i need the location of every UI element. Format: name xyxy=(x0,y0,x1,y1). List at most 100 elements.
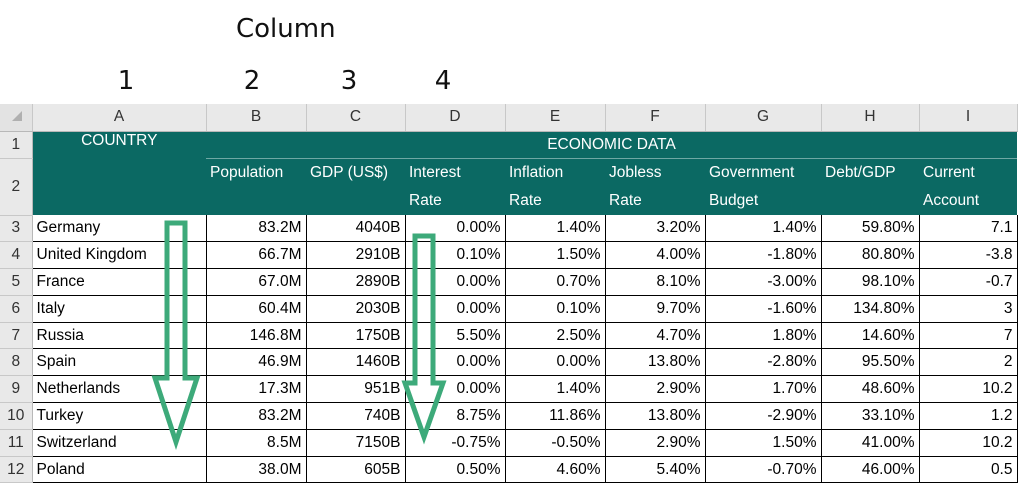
data-cell[interactable]: 2030B xyxy=(306,295,406,323)
data-cell[interactable]: 5.40% xyxy=(605,456,706,484)
data-cell[interactable]: 1.50% xyxy=(705,429,822,457)
data-cell[interactable]: 1.80% xyxy=(705,322,822,350)
data-cell[interactable]: 7 xyxy=(919,322,1018,350)
data-cell[interactable]: 2.90% xyxy=(605,375,706,404)
row-header[interactable]: 12 xyxy=(0,456,33,484)
subheader-current-account[interactable]: Current Account xyxy=(919,158,1017,215)
data-cell[interactable]: 0.00% xyxy=(405,215,506,243)
subheader-debt-gdp[interactable]: Debt/GDP xyxy=(821,158,919,215)
country-cell[interactable]: Spain xyxy=(32,348,207,377)
row-header[interactable]: 6 xyxy=(0,295,33,323)
data-cell[interactable]: 38.0M xyxy=(206,456,307,484)
data-cell[interactable]: -2.90% xyxy=(705,402,822,430)
data-cell[interactable]: -0.75% xyxy=(405,429,506,457)
subheader-inflation-rate[interactable]: Inflation Rate xyxy=(505,158,605,215)
data-cell[interactable]: 740B xyxy=(306,402,406,430)
country-cell[interactable]: Russia xyxy=(32,322,207,350)
data-cell[interactable]: 0.00% xyxy=(505,348,606,377)
row-header-2[interactable]: 2 xyxy=(0,158,33,216)
data-cell[interactable]: 13.80% xyxy=(605,402,706,430)
data-cell[interactable]: 4040B xyxy=(306,215,406,243)
data-cell[interactable]: 11.86% xyxy=(505,402,606,430)
data-cell[interactable]: 4.60% xyxy=(505,456,606,484)
data-cell[interactable]: -0.70% xyxy=(705,456,822,484)
row-header[interactable]: 4 xyxy=(0,241,33,270)
country-cell[interactable]: United Kingdom xyxy=(32,241,207,270)
country-cell[interactable]: Netherlands xyxy=(32,375,207,404)
data-cell[interactable]: 10.2 xyxy=(919,375,1018,404)
data-cell[interactable]: 4.70% xyxy=(605,322,706,350)
subheader-gdp[interactable]: GDP (US$) xyxy=(306,158,405,215)
data-cell[interactable]: 0.00% xyxy=(405,375,506,404)
data-cell[interactable]: 2890B xyxy=(306,268,406,296)
data-cell[interactable]: 605B xyxy=(306,456,406,484)
data-cell[interactable]: 46.9M xyxy=(206,348,307,377)
subheader-jobless-rate[interactable]: Jobless Rate xyxy=(605,158,705,215)
data-cell[interactable]: 0.50% xyxy=(405,456,506,484)
data-cell[interactable]: 2.50% xyxy=(505,322,606,350)
data-cell[interactable]: 7.1 xyxy=(919,215,1018,243)
data-cell[interactable]: 13.80% xyxy=(605,348,706,377)
data-cell[interactable]: 0.10% xyxy=(405,241,506,270)
country-cell[interactable]: Switzerland xyxy=(32,429,207,457)
data-cell[interactable]: 98.10% xyxy=(821,268,920,296)
row-header[interactable]: 7 xyxy=(0,322,33,350)
data-cell[interactable]: -1.80% xyxy=(705,241,822,270)
country-cell[interactable]: France xyxy=(32,268,207,296)
data-cell[interactable]: 1.40% xyxy=(705,215,822,243)
data-cell[interactable]: 1.40% xyxy=(505,375,606,404)
data-cell[interactable]: 2910B xyxy=(306,241,406,270)
data-cell[interactable]: 59.80% xyxy=(821,215,920,243)
country-cell[interactable]: Turkey xyxy=(32,402,207,430)
column-header-e[interactable]: E xyxy=(505,104,606,132)
column-header-d[interactable]: D xyxy=(405,104,506,132)
row-header[interactable]: 3 xyxy=(0,215,33,243)
column-header-g[interactable]: G xyxy=(705,104,822,132)
data-cell[interactable]: 1.50% xyxy=(505,241,606,270)
data-cell[interactable]: 67.0M xyxy=(206,268,307,296)
data-cell[interactable]: 83.2M xyxy=(206,402,307,430)
data-cell[interactable]: 46.00% xyxy=(821,456,920,484)
country-cell[interactable]: Poland xyxy=(32,456,207,484)
subheader-population[interactable]: Population xyxy=(206,158,306,215)
data-cell[interactable]: 83.2M xyxy=(206,215,307,243)
country-header-cell[interactable]: COUNTRY xyxy=(32,131,206,215)
column-header-a[interactable]: A xyxy=(32,104,207,132)
data-cell[interactable]: 1750B xyxy=(306,322,406,350)
data-cell[interactable]: 0.00% xyxy=(405,348,506,377)
data-cell[interactable]: 3 xyxy=(919,295,1018,323)
data-cell[interactable]: 1460B xyxy=(306,348,406,377)
data-cell[interactable]: 7150B xyxy=(306,429,406,457)
data-cell[interactable]: 8.75% xyxy=(405,402,506,430)
row-header-1[interactable]: 1 xyxy=(0,131,33,159)
data-cell[interactable]: 8.10% xyxy=(605,268,706,296)
column-header-h[interactable]: H xyxy=(821,104,920,132)
data-cell[interactable]: 0.5 xyxy=(919,456,1018,484)
data-cell[interactable]: -0.7 xyxy=(919,268,1018,296)
data-cell[interactable]: 48.60% xyxy=(821,375,920,404)
select-all-corner[interactable] xyxy=(0,104,33,132)
data-cell[interactable]: 10.2 xyxy=(919,429,1018,457)
data-cell[interactable]: 0.00% xyxy=(405,295,506,323)
data-cell[interactable]: 951B xyxy=(306,375,406,404)
data-cell[interactable]: 0.00% xyxy=(405,268,506,296)
data-cell[interactable]: 2.90% xyxy=(605,429,706,457)
data-cell[interactable]: 17.3M xyxy=(206,375,307,404)
data-cell[interactable]: 0.10% xyxy=(505,295,606,323)
economic-data-header-cell[interactable]: ECONOMIC DATA xyxy=(206,131,1017,159)
data-cell[interactable]: 3.20% xyxy=(605,215,706,243)
data-cell[interactable]: 4.00% xyxy=(605,241,706,270)
data-cell[interactable]: 0.70% xyxy=(505,268,606,296)
country-cell[interactable]: Germany xyxy=(32,215,207,243)
data-cell[interactable]: -2.80% xyxy=(705,348,822,377)
data-cell[interactable]: -1.60% xyxy=(705,295,822,323)
data-cell[interactable]: 146.8M xyxy=(206,322,307,350)
data-cell[interactable]: 80.80% xyxy=(821,241,920,270)
column-header-i[interactable]: I xyxy=(919,104,1018,132)
country-cell[interactable]: Italy xyxy=(32,295,207,323)
column-header-b[interactable]: B xyxy=(206,104,307,132)
data-cell[interactable]: 8.5M xyxy=(206,429,307,457)
subheader-government-budget[interactable]: Government Budget xyxy=(705,158,821,215)
data-cell[interactable]: 95.50% xyxy=(821,348,920,377)
row-header[interactable]: 8 xyxy=(0,348,33,377)
